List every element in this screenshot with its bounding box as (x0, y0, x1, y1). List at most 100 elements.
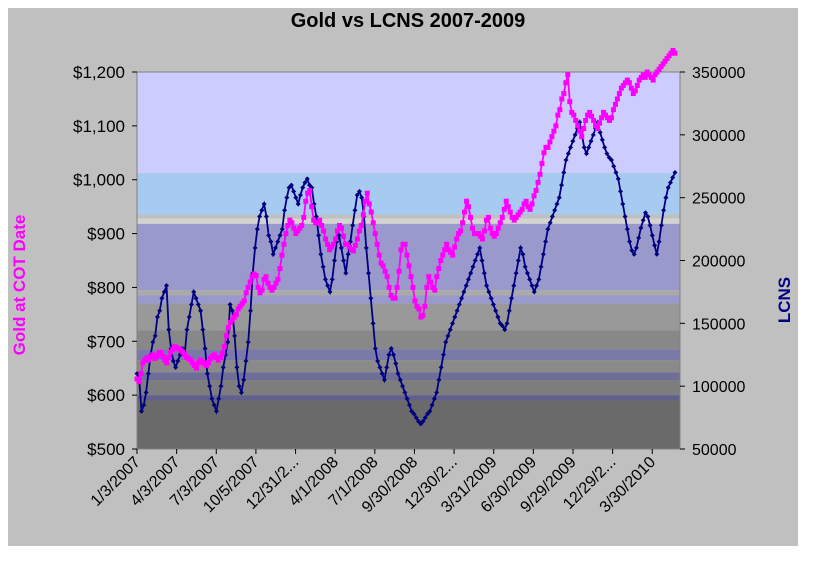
lcns-point (488, 295, 494, 301)
gold-point (410, 284, 416, 290)
gold-point (297, 225, 303, 231)
gold-point (192, 363, 198, 369)
gold-point (489, 231, 495, 237)
lcns-point (354, 192, 360, 198)
y-left-axis-label: Gold at COT Date (10, 215, 29, 356)
gold-point (350, 248, 356, 254)
lcns-point (232, 333, 238, 339)
right-tick-label: 100000 (692, 379, 745, 396)
lcns-point (645, 214, 651, 220)
lcns-point (647, 222, 653, 228)
gold-point (362, 198, 368, 204)
lcns-point (672, 170, 678, 176)
left-tick-label: $500 (87, 440, 125, 459)
gold-point (277, 266, 283, 272)
lcns-point (257, 214, 263, 220)
lcns-point (279, 226, 285, 232)
gold-point (281, 241, 287, 247)
lcns-point (209, 396, 215, 402)
gold-point (416, 306, 422, 312)
lcns-point (198, 308, 204, 314)
lcns-point (599, 137, 605, 143)
gold-point (668, 50, 674, 56)
gold-point (571, 112, 577, 118)
lcns-point (522, 264, 528, 270)
gold-point (168, 349, 174, 355)
gold-point (160, 353, 166, 359)
lcns-point (536, 276, 542, 282)
lcns-point (356, 188, 362, 194)
gold-point (436, 266, 442, 272)
lcns-point (186, 314, 192, 320)
lcns-point (327, 289, 333, 295)
gold-point (563, 80, 569, 86)
right-tick-label: 150000 (692, 316, 745, 333)
gold-point (275, 276, 281, 282)
right-tick-label: 250000 (692, 191, 745, 208)
gold-point (271, 284, 277, 290)
lcns-point (652, 242, 658, 248)
gold-point (603, 112, 609, 118)
lcns-point (633, 245, 639, 251)
gold-point (158, 349, 164, 355)
plot-band (137, 400, 680, 449)
lcns-point (254, 226, 260, 232)
gold-point (515, 212, 521, 218)
gold-point (640, 72, 646, 78)
gold-point (523, 198, 529, 204)
gold-point (503, 198, 509, 204)
gold-point (374, 241, 380, 247)
lcns-point (502, 327, 508, 333)
lcns-point (513, 270, 519, 276)
gold-point (327, 247, 333, 253)
gold-point (336, 222, 342, 228)
gold-point (237, 303, 243, 309)
lcns-point (527, 276, 533, 282)
lcns-point (291, 188, 297, 194)
gold-point (549, 134, 555, 140)
gold-point (291, 225, 297, 231)
lcns-point (368, 295, 374, 301)
gold-point (340, 233, 346, 239)
lcns-point (429, 402, 435, 408)
gold-point (180, 349, 186, 355)
lcns-point (459, 295, 465, 301)
lcns-point (363, 245, 369, 251)
gold-point (432, 287, 438, 293)
gold-point (150, 352, 156, 358)
lcns-point (661, 207, 667, 213)
lcns-point (261, 201, 267, 207)
lcns-point (152, 333, 158, 339)
gold-point (638, 74, 644, 80)
gold-point (448, 249, 454, 255)
gold-point (134, 376, 140, 382)
lcns-point (164, 283, 170, 289)
gold-point (229, 317, 235, 323)
lcns-point (506, 308, 512, 314)
gold-point (595, 126, 601, 132)
gold-point (632, 88, 638, 94)
gold-point (634, 82, 640, 88)
gold-point (233, 311, 239, 317)
gold-point (499, 214, 505, 220)
gold-point (648, 74, 654, 80)
gold-point (521, 201, 527, 207)
lcns-point (420, 418, 426, 424)
lcns-point (338, 245, 344, 251)
gold-point (555, 112, 561, 118)
lcns-point (207, 383, 213, 389)
lcns-point (624, 226, 630, 232)
left-tick-label: $800 (87, 278, 125, 297)
gold-point (235, 306, 241, 312)
lcns-point (656, 239, 662, 245)
gold-point (616, 91, 622, 97)
gold-point (227, 319, 233, 325)
lcns-point (499, 323, 505, 329)
plot-band (137, 290, 680, 296)
gold-point (483, 217, 489, 223)
gold-point (279, 252, 285, 258)
plot-area (136, 71, 681, 450)
lcns-point (352, 207, 358, 213)
gold-point (593, 123, 599, 129)
lcns-point (139, 408, 145, 414)
